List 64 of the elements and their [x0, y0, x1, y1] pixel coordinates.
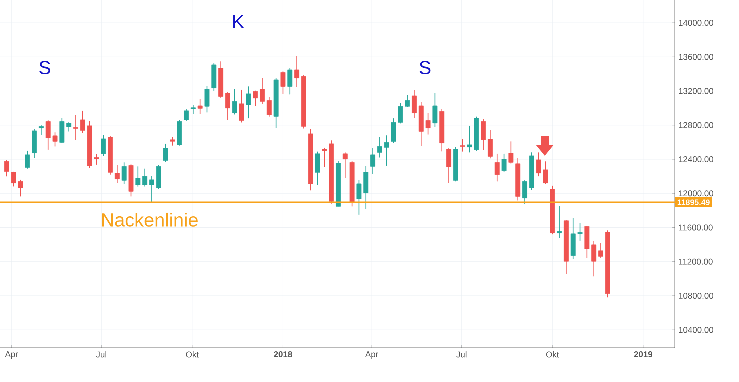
candlestick — [198, 98, 203, 114]
annotation: Nackenlinie — [102, 212, 198, 227]
candlestick — [4, 160, 10, 178]
candlestick — [412, 90, 417, 119]
candlestick — [488, 130, 493, 160]
candlestick — [266, 96, 272, 118]
annotation: K — [234, 15, 244, 28]
x-tick-label: Apr — [365, 352, 378, 360]
candlestick — [32, 128, 38, 159]
candlestick — [239, 90, 244, 124]
candlestick — [446, 148, 452, 184]
candlestick — [177, 120, 182, 146]
candlestick — [232, 88, 238, 116]
candlestick — [260, 78, 265, 104]
candlestick — [522, 180, 528, 205]
candlestick — [184, 108, 189, 122]
candlestick — [508, 141, 514, 164]
candlestick — [74, 114, 78, 140]
y-tick-label: 10800.00 — [679, 292, 714, 299]
y-tick-label: 13600.00 — [679, 54, 714, 60]
y-tick-label: 12400.00 — [679, 156, 714, 162]
candlestick — [114, 164, 120, 184]
candlestick — [150, 176, 154, 204]
candlestick — [190, 104, 196, 114]
candlestick — [156, 165, 162, 190]
y-tick-label: 13200.00 — [679, 88, 714, 94]
candlestick — [481, 119, 486, 151]
x-tick-label: Okt — [546, 352, 560, 358]
annotation: S — [40, 61, 50, 75]
candlestick — [502, 154, 507, 173]
candlestick — [598, 242, 604, 259]
candlestick — [342, 152, 348, 179]
x-tick-label: 2018 — [274, 352, 292, 358]
y-tick-label: 10400.00 — [679, 327, 714, 334]
candlestick — [432, 92, 438, 128]
candlestick — [557, 206, 562, 239]
candlestick — [246, 86, 252, 119]
candlestick — [494, 154, 500, 182]
y-tick-label: 11600.00 — [679, 224, 713, 231]
x-tick-label: Apr — [5, 352, 18, 360]
candlestick — [294, 56, 300, 88]
candlestick — [163, 144, 168, 162]
x-tick-label: 2019 — [634, 352, 653, 358]
candlestick — [212, 62, 217, 92]
candlestick — [460, 138, 466, 152]
candlestick — [280, 71, 286, 94]
y-tick-label: 12800.00 — [679, 122, 714, 128]
y-tick-label: 12000.00 — [679, 190, 714, 197]
x-tick-label: Okt — [186, 352, 199, 358]
x-tick-label: Jul — [456, 352, 467, 358]
x-tick-label: Jul — [96, 352, 106, 358]
candlestick — [225, 92, 230, 120]
candlestick — [370, 148, 376, 174]
candlestick — [253, 90, 258, 106]
candlestick — [25, 150, 30, 170]
y-tick-label: 14000.00 — [679, 20, 714, 26]
candlestick — [315, 151, 320, 186]
candlestick — [101, 134, 106, 156]
candlestick — [288, 68, 293, 96]
candlestick — [204, 86, 210, 114]
y-tick-label: 11200.00 — [679, 258, 713, 265]
candlestick — [122, 162, 127, 185]
annotation: S — [420, 61, 431, 75]
candlestick — [38, 124, 44, 136]
